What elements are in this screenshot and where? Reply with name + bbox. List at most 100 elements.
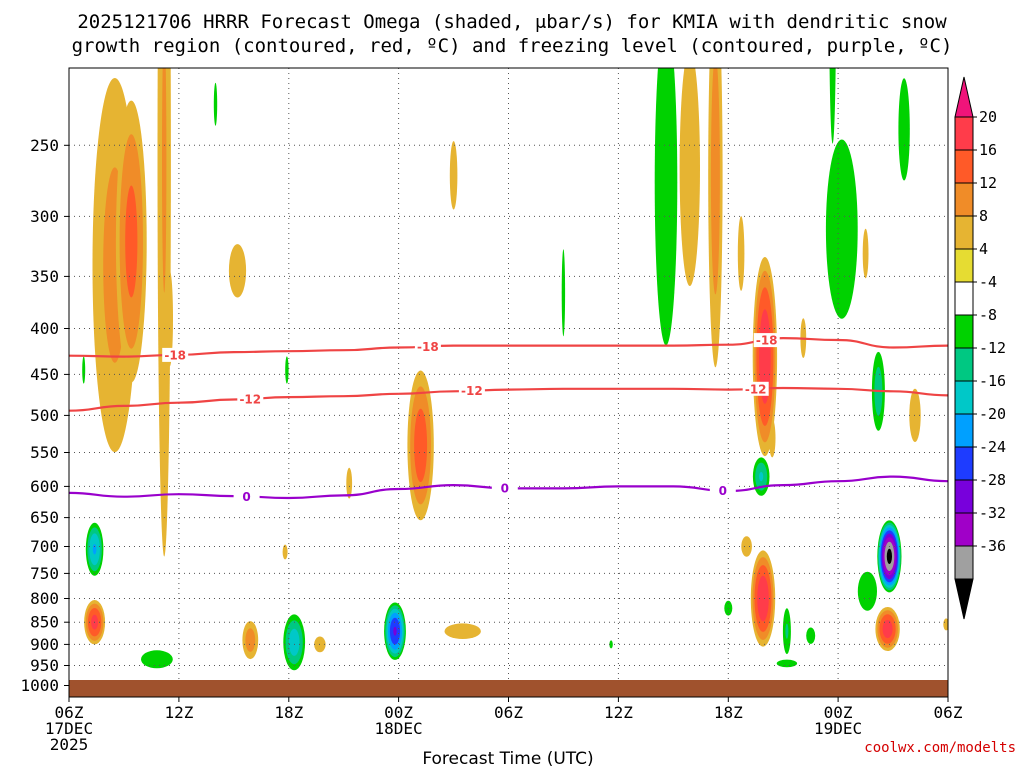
contour-label: 0	[501, 482, 509, 496]
colorbar-swatch	[954, 413, 974, 448]
omega-shade-level	[393, 626, 397, 636]
contour-label: -18	[417, 340, 439, 354]
omega-feature	[737, 216, 745, 291]
x-tick-label: 00Z	[384, 703, 413, 722]
omega-shade-level	[882, 619, 893, 639]
omega-feature	[561, 249, 566, 337]
x-tick-label: 17DEC	[45, 719, 93, 738]
colorbar-label: -24	[979, 438, 1006, 456]
omega-shade-level	[282, 544, 288, 560]
omega-shade-level	[228, 244, 247, 298]
colorbar-label: -28	[979, 471, 1006, 489]
omega-shade-level	[757, 575, 769, 622]
omega-shade-level	[710, 68, 720, 295]
contour-label: 0	[242, 490, 250, 504]
colorbar-label: 8	[979, 207, 988, 225]
x-tick-label: 18DEC	[375, 719, 423, 738]
y-tick-label: 850	[30, 613, 59, 632]
omega-shade-level	[125, 185, 138, 298]
colorbar-bottom-arrow	[954, 578, 974, 620]
colorbar-label: -4	[979, 273, 997, 291]
x-tick-label: 2025	[50, 735, 89, 754]
omega-feature	[909, 388, 921, 442]
omega-feature	[449, 141, 458, 210]
colorbar-swatch	[954, 281, 974, 316]
contour-label-bg	[753, 333, 780, 348]
omega-shade-level	[654, 68, 678, 346]
omega-feature	[384, 602, 406, 660]
y-tick-label: 300	[30, 207, 59, 226]
grid	[69, 68, 948, 697]
chart-title-line1: 2025121706 HRRR Forecast Omega (shaded, …	[77, 11, 947, 33]
omega-shade-level	[82, 356, 86, 384]
colorbar-swatch	[954, 149, 974, 184]
y-tick-label: 600	[30, 477, 59, 496]
omega-feature	[407, 370, 434, 521]
omega-feature	[213, 82, 218, 126]
omega-feature	[776, 659, 798, 668]
x-tick-label: 12Z	[164, 703, 193, 722]
colorbar-swatch	[954, 545, 974, 580]
x-tick-label: 18Z	[714, 703, 743, 722]
omega-shade-level	[346, 467, 353, 499]
omega-shade-level	[679, 68, 700, 286]
omega-shade-level	[898, 78, 910, 181]
omega-shade-level	[92, 544, 97, 555]
omega-feature	[115, 100, 147, 383]
omega-shade-level	[862, 228, 869, 279]
colorbar-label: -20	[979, 405, 1006, 423]
colorbar-legend: 20 16 12 8 4 -4 -8 -12 -16 -20 -24 -28 -32 -36	[954, 76, 1006, 620]
omega-feature	[346, 467, 353, 499]
contour-label-bg	[491, 481, 518, 496]
omega-shade-level	[288, 628, 300, 656]
x-tick-label: 19DEC	[814, 719, 862, 738]
omega-shade-level	[776, 659, 798, 668]
colorbar-label: -32	[979, 504, 1006, 522]
omega-shade-level	[449, 141, 458, 210]
y-tick-label: 500	[30, 406, 59, 425]
omega-feature	[806, 627, 816, 644]
omega-feature	[609, 640, 613, 649]
y-tick-label: 400	[30, 319, 59, 338]
y-tick-label: 750	[30, 564, 59, 583]
contour-label: -12	[239, 392, 261, 406]
contour-label-bg	[233, 489, 260, 504]
colorbar-swatch	[954, 380, 974, 415]
omega-feature	[782, 608, 791, 655]
contour-label-bg	[458, 383, 485, 398]
y-tick-label: 450	[30, 365, 59, 384]
colorbar-swatch	[954, 347, 974, 382]
omega-feature	[228, 244, 247, 298]
omega-feature	[752, 457, 770, 496]
omega-feature	[444, 623, 481, 639]
colorbar-label: 20	[979, 108, 997, 126]
x-tick-label: 00Z	[824, 703, 853, 722]
y-tick-label: 350	[30, 267, 59, 286]
omega-feature	[654, 68, 678, 346]
x-tick-label: 06Z	[494, 703, 523, 722]
omega-shade-level	[414, 408, 428, 482]
omega-feature	[862, 228, 869, 279]
contour-label: -12	[461, 384, 483, 398]
omega-shade-level	[943, 618, 948, 631]
terrain-ground	[69, 680, 948, 697]
y-tick-label: 250	[30, 136, 59, 155]
omega-feature	[943, 618, 948, 631]
omega-feature	[282, 544, 288, 560]
contour-label-bg	[237, 391, 264, 406]
colorbar-swatch	[954, 479, 974, 514]
omega-shade-level	[245, 628, 256, 652]
colorbar-swatch	[954, 116, 974, 151]
credit-link[interactable]: coolwx.com/modelts	[864, 740, 1016, 756]
y-axis: 250 300 350 400 450 500 550 600 650 700 750 800 850 9…	[20, 136, 69, 695]
omega-feature	[898, 78, 910, 181]
colorbar-swatch	[954, 215, 974, 250]
omega-feature	[242, 621, 259, 660]
omega-shade-level	[561, 249, 566, 337]
contour-label-bg	[414, 339, 441, 354]
omega-feature	[877, 520, 902, 593]
omega-shade-level	[829, 68, 836, 144]
omega-shade-level	[162, 68, 167, 293]
colorbar-label: -36	[979, 537, 1006, 555]
omega-feature	[82, 356, 86, 384]
